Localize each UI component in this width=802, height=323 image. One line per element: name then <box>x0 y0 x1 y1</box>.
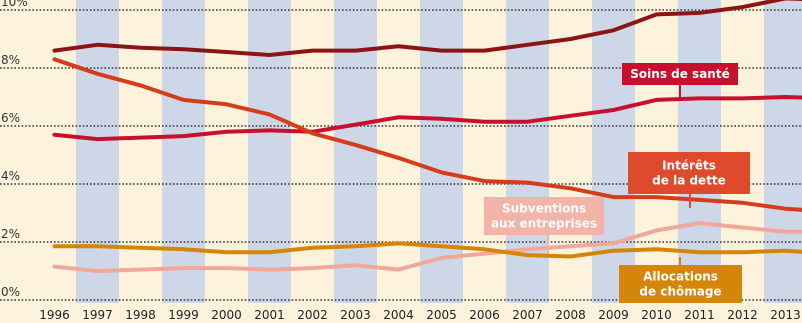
series-line-chomage <box>52 241 802 259</box>
x-tick-label: 2000 <box>211 308 242 322</box>
x-tick-label: 1997 <box>82 308 113 322</box>
label-box <box>622 63 738 85</box>
year-band <box>76 0 119 303</box>
series-line-interets <box>52 57 802 212</box>
x-tick-label: 2008 <box>555 308 586 322</box>
x-tick-label: 2006 <box>469 308 500 322</box>
x-tick-label: 1998 <box>125 308 156 322</box>
x-tick-label: 2004 <box>383 308 414 322</box>
x-tick-label: 2002 <box>297 308 328 322</box>
label-box <box>619 265 742 303</box>
x-tick-label: 2011 <box>684 308 715 322</box>
x-axis-ticks: 1996 1997 1998 1999 2000 2001 2002 2003 2004 2005… <box>39 308 801 322</box>
year-band <box>248 0 291 303</box>
series-line-subventions <box>52 221 802 273</box>
x-tick-label: 2012 <box>727 308 758 322</box>
y-tick-label: 4% <box>1 169 20 183</box>
label-text: Intérêts <box>662 159 716 173</box>
x-tick-label: 1996 <box>39 308 70 322</box>
series-line-top <box>52 0 802 57</box>
y-tick-label: 0% <box>1 285 20 299</box>
year-band <box>764 0 802 303</box>
y-tick-label: 6% <box>1 111 20 125</box>
label-text: Allocations <box>643 270 718 284</box>
label-sante: Soins de santé <box>622 63 738 99</box>
y-tick-label: 2% <box>1 227 20 241</box>
y-tick-label: 10% <box>1 0 28 9</box>
x-tick-label: 2003 <box>340 308 371 322</box>
label-box <box>484 197 604 235</box>
x-tick-label: 2001 <box>254 308 285 322</box>
x-tick-label: 1999 <box>168 308 199 322</box>
label-text: Soins de santé <box>630 67 729 81</box>
label-text: Subventions <box>502 202 586 216</box>
series-lines <box>52 0 802 273</box>
x-tick-label: 2013 <box>770 308 801 322</box>
year-band <box>162 0 205 303</box>
year-band <box>592 0 635 303</box>
label-box <box>628 152 750 194</box>
label-text: de la dette <box>652 174 726 188</box>
series-line-sante <box>52 95 802 142</box>
x-tick-label: 2005 <box>426 308 457 322</box>
x-tick-label: 2010 <box>641 308 672 322</box>
y-axis-ticks: 0% 2% 4% 6% 8% 10% <box>1 0 28 299</box>
label-text: aux entreprises <box>491 217 597 231</box>
label-text: de chômage <box>639 285 721 299</box>
year-band <box>678 0 721 303</box>
x-tick-label: 2007 <box>512 308 543 322</box>
x-tick-label: 2009 <box>598 308 629 322</box>
y-tick-label: 8% <box>1 53 20 67</box>
